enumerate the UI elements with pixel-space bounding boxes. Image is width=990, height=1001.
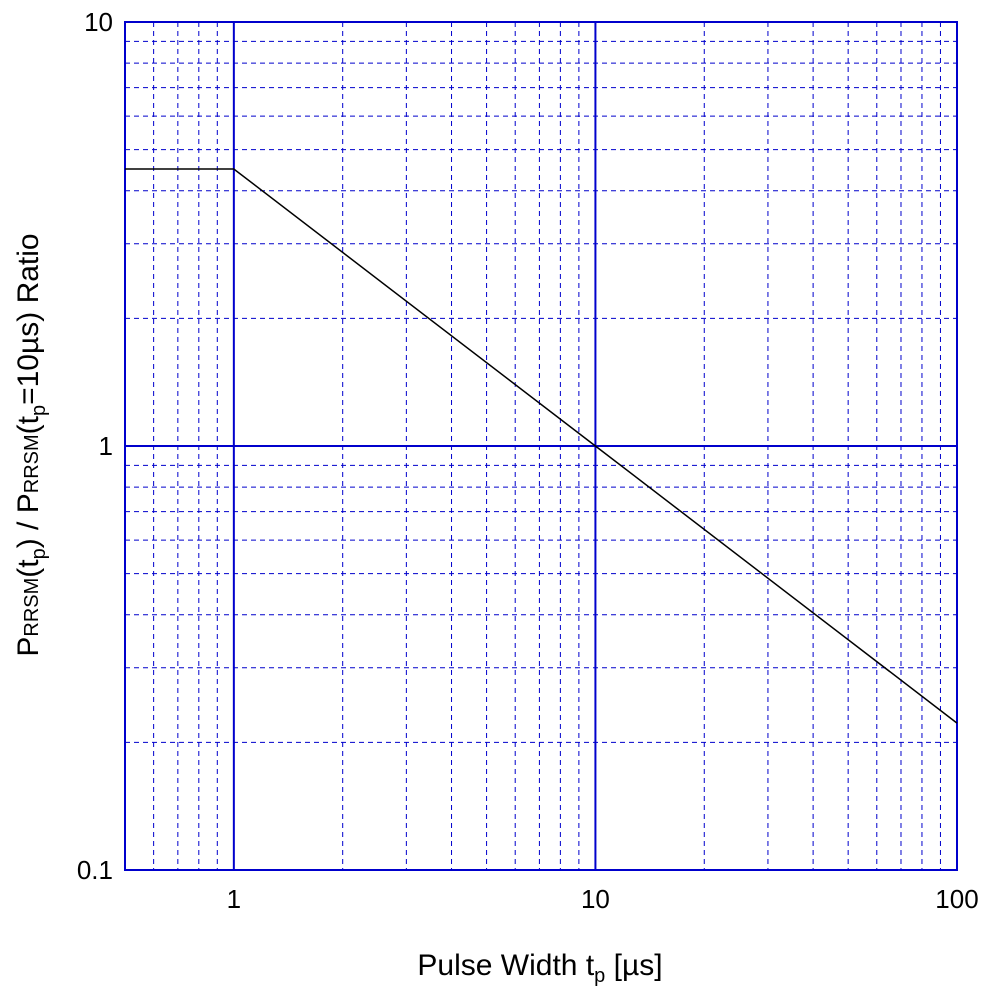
x-tick-label: 1	[227, 884, 241, 914]
x-axis-title: Pulse Width tp [µs]	[417, 949, 662, 987]
series-layer	[125, 168, 958, 724]
series-line	[125, 168, 958, 724]
y-tick-label: 1	[99, 431, 113, 461]
y-tick-label: 0.1	[77, 855, 113, 885]
plot-frame	[124, 21, 958, 871]
x-tick-label: 10	[581, 884, 610, 914]
y-axis-title: PRRSM(tp) / PRRSM(tp=10µs) Ratio	[12, 233, 50, 656]
x-tick-label: 100	[935, 884, 978, 914]
tick-labels: 1 10 100 10 1 0.1	[77, 7, 979, 914]
y-tick-label: 10	[84, 7, 113, 37]
